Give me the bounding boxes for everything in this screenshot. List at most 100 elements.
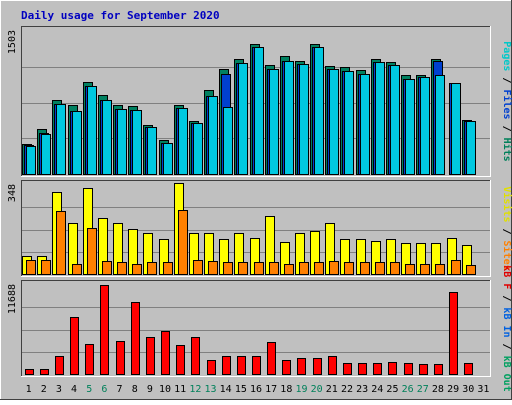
bar-kb-f-day-29 (449, 292, 458, 375)
bar-kb-f-day-1 (25, 369, 34, 375)
x-tick-day-3: 3 (56, 384, 62, 395)
bar-kb-f-day-20 (313, 358, 322, 375)
bar-kb-f-day-8 (131, 302, 140, 375)
bar-sites-day-29 (451, 260, 461, 275)
bar-kb-f-day-21 (328, 356, 337, 375)
bar-sites-day-9 (147, 262, 157, 275)
x-tick-day-20: 20 (311, 384, 323, 395)
x-tick-day-16: 16 (250, 384, 262, 395)
bar-pages-day-19 (299, 64, 309, 175)
bar-pages-day-25 (390, 65, 400, 175)
x-tick-day-4: 4 (71, 384, 77, 395)
bar-sites-day-2 (41, 260, 51, 275)
bar-pages-day-30 (466, 121, 476, 175)
x-tick-day-15: 15 (235, 384, 247, 395)
bar-sites-day-4 (72, 264, 82, 275)
ymax-label: 1503 (7, 30, 18, 54)
bar-sites-day-17 (269, 262, 279, 275)
legend-kb-in: kB In (501, 307, 512, 337)
bar-sites-day-1 (26, 260, 36, 275)
bar-kb-f-day-16 (252, 356, 261, 375)
legend-visits: Visits (501, 186, 512, 222)
x-tick-day-28: 28 (432, 384, 444, 395)
bar-sites-day-12 (193, 260, 203, 275)
bar-pages-day-8 (132, 110, 142, 175)
bar-sites-day-25 (390, 262, 400, 275)
legend-hits: Hits (501, 138, 512, 162)
bar-pages-day-17 (269, 69, 279, 175)
bar-kb-f-day-22 (343, 363, 352, 375)
bar-pages-day-22 (344, 71, 354, 175)
bar-kb-f-day-15 (237, 356, 246, 375)
x-tick-day-30: 30 (462, 384, 474, 395)
panel-kbf-kbin-kbout: 11688 kB F / kB In / kB Out (7, 265, 512, 391)
x-tick-day-24: 24 (371, 384, 383, 395)
bar-pages-day-28 (435, 75, 445, 175)
bar-pages-day-27 (420, 77, 430, 175)
x-tick-day-11: 11 (174, 384, 186, 395)
ymax-label: 11688 (7, 284, 18, 314)
bar-pages-day-2 (41, 134, 51, 175)
x-tick-day-26: 26 (402, 384, 414, 395)
x-tick-day-9: 9 (147, 384, 153, 395)
bar-sites-day-14 (223, 262, 233, 275)
bar-sites-day-20 (314, 262, 324, 275)
bar-sites-day-22 (344, 262, 354, 275)
bar-pages-day-1 (26, 146, 36, 175)
chart-title: Daily usage for September 2020 (21, 9, 220, 22)
legend-kb-f: kB F (501, 265, 512, 289)
bar-pages-day-5 (87, 86, 97, 175)
bar-kb-f-day-7 (116, 341, 125, 375)
bar-sites-day-21 (329, 261, 339, 275)
x-tick-day-6: 6 (101, 384, 107, 395)
bar-sites-day-27 (420, 264, 430, 275)
bar-kb-f-day-14 (222, 356, 231, 375)
x-tick-day-21: 21 (326, 384, 338, 395)
bar-sites-day-8 (132, 264, 142, 275)
bar-kb-f-day-28 (434, 364, 443, 375)
bar-pages-day-15 (238, 63, 248, 175)
bar-kb-f-day-3 (55, 356, 64, 375)
right-legend: kB F / kB In / kB Out (501, 265, 512, 391)
bar-pages-day-12 (193, 123, 203, 175)
x-tick-day-19: 19 (295, 384, 307, 395)
bar-pages-day-24 (375, 62, 385, 175)
bar-kb-f-day-30 (464, 363, 473, 375)
bar-pages-day-3 (56, 104, 66, 175)
legend-separator: / (501, 120, 512, 138)
bar-sites-day-23 (360, 262, 370, 275)
bar-pages-day-9 (147, 127, 157, 175)
legend-separator: / (501, 289, 512, 307)
bar-pages-day-7 (117, 109, 127, 175)
bar-sites-day-26 (405, 264, 415, 275)
x-tick-day-27: 27 (417, 384, 429, 395)
bar-pages-day-14 (223, 107, 233, 175)
legend-kb-out: kB Out (501, 356, 512, 392)
x-tick-day-25: 25 (386, 384, 398, 395)
x-tick-day-10: 10 (159, 384, 171, 395)
x-tick-day-29: 29 (447, 384, 459, 395)
bar-pages-day-21 (329, 69, 339, 175)
legend-separator: / (501, 338, 512, 356)
legend-sites: Sites (501, 241, 512, 271)
bar-kb-f-day-17 (267, 342, 276, 375)
bar-sites-day-18 (284, 264, 294, 275)
legend-separator: / (501, 71, 512, 89)
x-tick-day-13: 13 (204, 384, 216, 395)
bar-pages-day-13 (208, 96, 218, 175)
bar-kb-f-day-12 (191, 337, 200, 375)
ymax-label: 348 (7, 184, 18, 202)
x-tick-day-2: 2 (41, 384, 47, 395)
panel-pages-files-hits: 1503 Pages / Files / Hits (7, 26, 512, 177)
bar-kb-f-day-5 (85, 344, 94, 375)
x-tick-day-22: 22 (341, 384, 353, 395)
right-legend: Visits / Sites (501, 186, 512, 270)
bar-kb-f-day-26 (404, 363, 413, 375)
bar-sites-day-7 (117, 262, 127, 275)
x-tick-day-7: 7 (117, 384, 123, 395)
bar-pages-day-6 (102, 100, 112, 175)
bar-kb-f-day-19 (297, 358, 306, 375)
bar-kb-f-day-24 (373, 363, 382, 375)
x-tick-day-23: 23 (356, 384, 368, 395)
bar-pages-day-11 (178, 108, 188, 175)
